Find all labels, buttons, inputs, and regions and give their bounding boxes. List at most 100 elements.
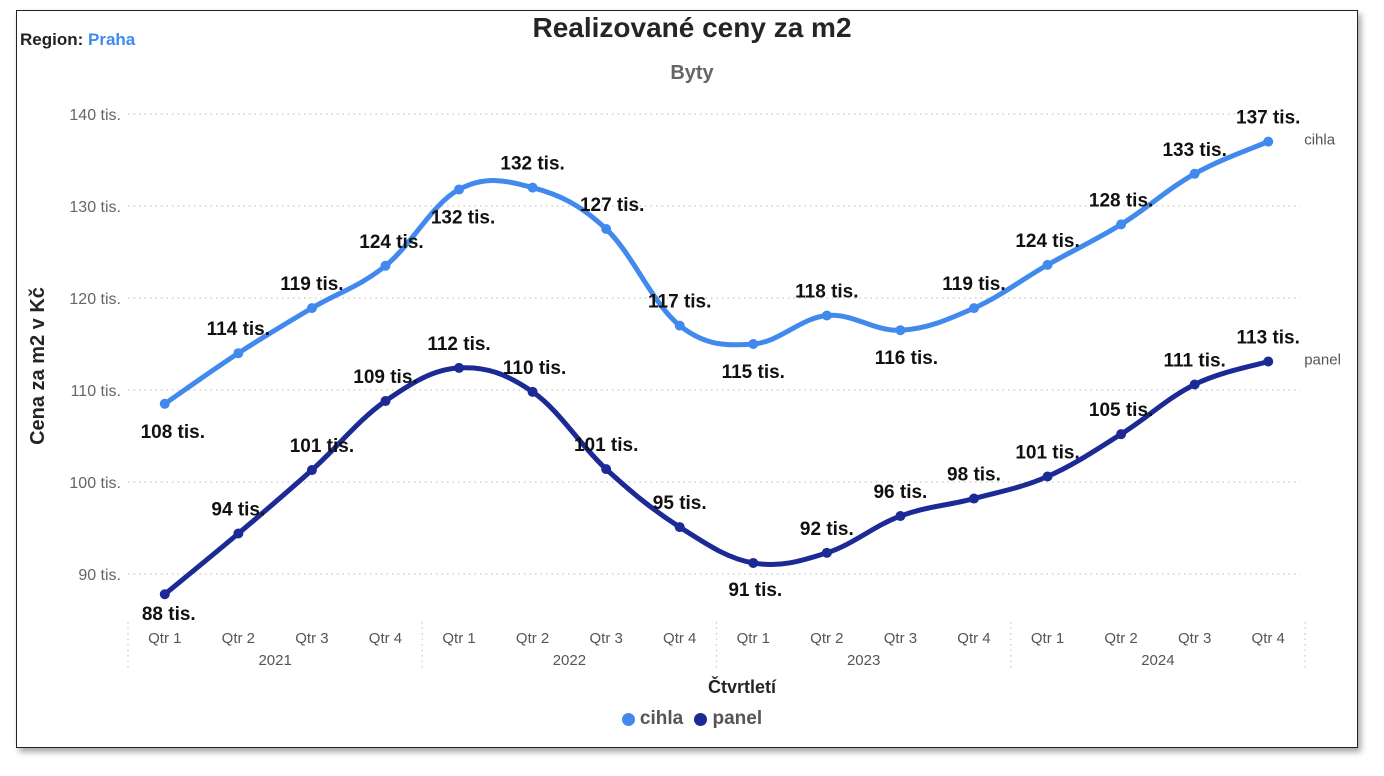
data-label-cihla: 132 tis. — [431, 207, 495, 228]
x-tick-label: Qtr 3 — [1178, 630, 1211, 647]
data-point-panel — [380, 396, 391, 407]
x-year-label: 2023 — [847, 652, 880, 669]
y-tick-label: 130 tis. — [69, 199, 121, 216]
data-label-cihla: 116 tis. — [875, 348, 938, 369]
y-tick-label: 140 tis. — [69, 107, 121, 124]
x-tick-label: Qtr 4 — [957, 630, 990, 647]
data-point-cihla — [748, 339, 759, 349]
x-year-label: 2024 — [1141, 652, 1174, 669]
data-point-cihla — [1189, 168, 1200, 179]
chart-title: Realizované ceny za m2 — [532, 12, 852, 43]
x-tick-label: Qtr 4 — [369, 630, 402, 647]
data-label-cihla: 114 tis. — [207, 319, 270, 340]
legend-item-panel[interactable]: panel — [694, 708, 762, 730]
data-point-cihla — [1263, 136, 1274, 147]
data-label-panel: 113 tis. — [1237, 327, 1300, 348]
data-label-cihla: 137 tis. — [1236, 108, 1300, 129]
data-point-cihla — [233, 348, 244, 359]
series-end-label-panel: panel — [1304, 351, 1341, 368]
x-tick-label: Qtr 2 — [222, 630, 255, 647]
data-point-cihla — [1042, 259, 1053, 270]
data-label-panel: 109 tis. — [353, 367, 417, 388]
y-tick-label: 110 tis. — [71, 383, 121, 400]
data-label-panel: 111 tis. — [1163, 350, 1225, 371]
data-label-panel: 101 tis. — [1015, 442, 1079, 463]
data-label-panel: 94 tis. — [211, 500, 265, 521]
x-tick-label: Qtr 1 — [442, 630, 475, 647]
x-year-label: 2022 — [553, 652, 586, 669]
data-point-panel — [306, 465, 317, 476]
x-tick-label: Qtr 2 — [516, 630, 549, 647]
y-tick-label: 100 tis. — [69, 475, 121, 492]
data-point-cihla — [968, 303, 979, 314]
data-point-cihla — [601, 224, 612, 234]
x-tick-label: Qtr 2 — [1104, 630, 1137, 647]
x-tick-label: Qtr 4 — [1252, 630, 1285, 647]
series-line-cihla — [162, 139, 1271, 407]
data-point-panel — [1263, 356, 1274, 367]
data-point-cihla — [821, 310, 832, 321]
data-label-cihla: 133 tis. — [1162, 140, 1226, 161]
data-label-panel: 110 tis. — [503, 358, 566, 379]
data-point-cihla — [895, 325, 906, 336]
data-label-cihla: 132 tis. — [500, 154, 564, 175]
x-axis-label: Čtvrtletí — [708, 676, 777, 697]
data-label-panel: 112 tis. — [427, 334, 490, 355]
data-label-cihla: 124 tis. — [1015, 231, 1079, 252]
legend-dot-panel — [694, 712, 708, 726]
legend-dot-cihla — [621, 712, 635, 726]
data-point-panel — [748, 557, 759, 568]
x-tick-label: Qtr 4 — [663, 630, 696, 647]
data-point-panel — [601, 464, 612, 475]
data-point-panel — [454, 362, 465, 373]
data-label-panel: 95 tis. — [653, 493, 707, 514]
series-end-label-cihla: cihla — [1304, 132, 1336, 149]
legend-label-panel: panel — [712, 708, 763, 729]
chart-subtitle: Byty — [670, 62, 714, 84]
legend-item-cihla[interactable]: cihla — [621, 708, 684, 730]
data-point-cihla — [306, 303, 317, 314]
data-point-panel — [968, 493, 979, 504]
data-point-cihla — [674, 320, 685, 331]
x-tick-label: Qtr 3 — [884, 630, 917, 647]
legend-label-cihla: cihla — [639, 708, 684, 729]
data-point-cihla — [1116, 219, 1127, 230]
data-point-panel — [1189, 379, 1200, 390]
data-point-panel — [895, 511, 906, 522]
y-tick-label: 120 tis. — [69, 291, 121, 308]
data-label-cihla: 119 tis. — [942, 274, 1005, 295]
data-label-panel: 98 tis. — [947, 465, 1001, 486]
data-label-panel: 101 tis. — [574, 435, 638, 456]
x-tick-label: Qtr 1 — [737, 630, 770, 647]
series-line-panel — [162, 358, 1271, 597]
data-label-cihla: 118 tis. — [795, 281, 858, 302]
x-tick-label: Qtr 3 — [295, 630, 328, 647]
data-point-panel — [674, 522, 685, 533]
region-value[interactable]: Praha — [88, 30, 136, 49]
data-point-panel — [821, 547, 832, 558]
data-point-panel — [159, 589, 170, 600]
region-filter[interactable]: Region: Praha — [20, 30, 135, 50]
data-label-panel: 91 tis. — [728, 580, 782, 601]
x-tick-label: Qtr 1 — [1031, 630, 1064, 647]
data-label-cihla: 124 tis. — [359, 232, 423, 253]
data-label-panel: 105 tis. — [1089, 400, 1153, 421]
x-year-label: 2021 — [258, 652, 291, 669]
data-point-panel — [233, 528, 244, 539]
data-point-panel — [1116, 429, 1127, 440]
data-point-cihla — [454, 184, 465, 195]
data-point-panel — [527, 386, 538, 397]
y-axis-label: Cena za m2 v Kč — [27, 287, 49, 445]
x-tick-label: Qtr 1 — [148, 630, 181, 647]
data-point-cihla — [159, 398, 170, 409]
data-label-panel: 101 tis. — [290, 436, 354, 457]
report-frame — [16, 10, 1358, 748]
data-label-cihla: 119 tis. — [280, 274, 343, 295]
data-label-cihla: 128 tis. — [1089, 190, 1153, 211]
data-label-cihla: 117 tis. — [648, 292, 711, 313]
data-point-cihla — [380, 260, 391, 271]
region-label: Region: — [20, 30, 84, 49]
data-point-cihla — [527, 182, 538, 193]
data-label-panel: 92 tis. — [800, 519, 854, 540]
